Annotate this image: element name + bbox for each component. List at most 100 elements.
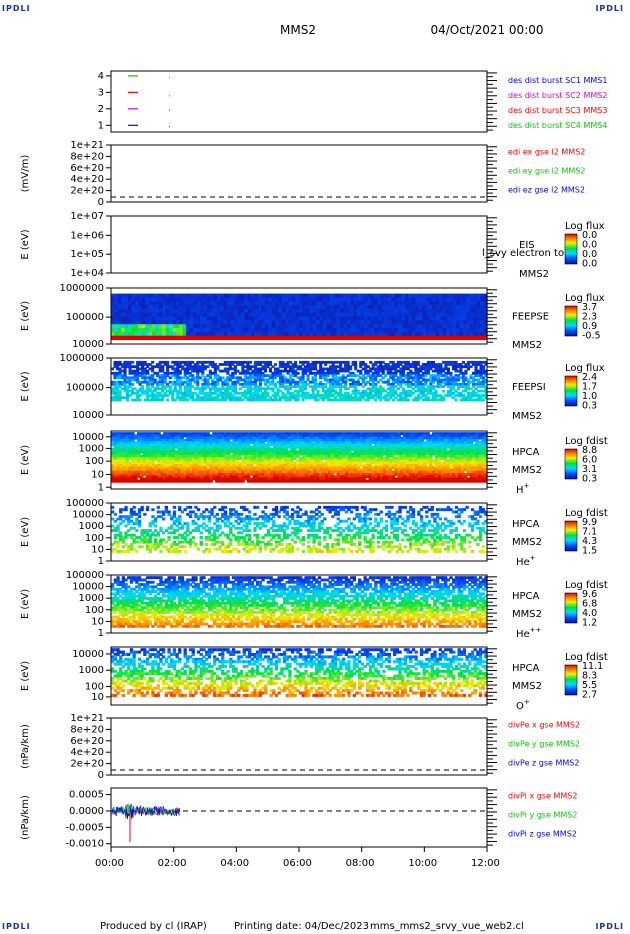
heatmap-cell — [394, 301, 399, 306]
heatmap-cell — [477, 369, 481, 373]
heatmap-cell — [295, 297, 300, 302]
heatmap-cell — [116, 376, 120, 380]
heatmap-cell — [421, 371, 425, 375]
heatmap-cell — [411, 387, 415, 391]
heatmap-cell — [166, 461, 170, 465]
heatmap-cell — [377, 312, 382, 318]
heatmap-cell — [111, 457, 115, 460]
heatmap-cell — [473, 331, 478, 337]
heatmap-cell — [357, 301, 362, 306]
heatmap-cell — [121, 297, 126, 302]
heatmap-cell — [449, 383, 453, 386]
heatmap-cell — [336, 394, 340, 397]
heatmap-cell — [370, 312, 375, 318]
heatmap-cell — [145, 448, 150, 451]
heatmap-cell — [441, 369, 445, 373]
heatmap-cell — [158, 391, 162, 395]
heatmap-cell — [334, 376, 338, 380]
heatmap-cell — [367, 301, 372, 306]
heatmap-cell — [324, 394, 328, 397]
heatmap-cell — [294, 365, 298, 369]
heatmap-cell — [139, 459, 144, 463]
heatmap-cell — [163, 436, 167, 440]
heatmap-cell — [168, 452, 173, 456]
heatmap-cell — [386, 387, 390, 391]
heatmap-cell — [295, 335, 300, 341]
heatmap-cell — [479, 360, 483, 364]
heatmap-cell — [336, 324, 341, 329]
heatmap-cell — [476, 320, 481, 325]
heatmap-cell — [141, 297, 146, 302]
heatmap-cell — [295, 316, 300, 321]
heatmap-cell — [354, 396, 358, 400]
heatmap-cell — [126, 391, 130, 395]
heatmap-cell — [191, 391, 195, 395]
heatmap-cell — [151, 369, 155, 373]
heatmap-cell — [314, 363, 318, 366]
heatmap-cell — [461, 398, 465, 402]
heatmap-cell — [442, 308, 447, 314]
heatmap-cell — [166, 389, 170, 393]
heatmap-cell — [121, 328, 126, 333]
heatmap-cell — [155, 308, 160, 314]
heatmap-cell — [248, 371, 252, 375]
heatmap-cell — [439, 369, 443, 373]
heatmap-cell — [336, 305, 341, 310]
heatmap-cell — [425, 308, 430, 314]
heatmap-cell — [113, 443, 118, 447]
heatmap-cell — [479, 376, 483, 380]
heatmap-cell — [134, 293, 139, 298]
heatmap-cell — [418, 305, 423, 310]
heatmap-cell — [349, 398, 353, 402]
heatmap-cell — [449, 374, 453, 377]
heatmap-cell — [271, 376, 275, 380]
heatmap-cell — [151, 365, 155, 369]
heatmap-cell — [111, 452, 115, 456]
heatmap-cell — [466, 394, 470, 397]
heatmap-cell — [344, 376, 348, 380]
heatmap-cell — [340, 293, 344, 298]
heatmap-cell — [366, 396, 370, 400]
heatmap-cell — [389, 374, 393, 377]
heatmap-cell — [183, 394, 187, 397]
heatmap-cell — [256, 367, 260, 371]
heatmap-cell — [206, 394, 210, 397]
heatmap-cell — [386, 380, 390, 384]
heatmap-cell — [292, 312, 297, 318]
heatmap-cell — [158, 328, 163, 333]
heatmap-cell — [428, 297, 433, 302]
heatmap-cell — [266, 387, 270, 391]
heatmap-cell — [145, 439, 150, 442]
heatmap-cell — [258, 376, 262, 380]
heatmap-cell — [363, 324, 368, 329]
heatmap-cell — [116, 380, 120, 384]
heatmap-cell — [299, 297, 303, 302]
heatmap-cell — [466, 308, 471, 314]
heatmap-cell — [258, 383, 262, 386]
heatmap-cell — [247, 312, 252, 318]
heatmap-cell — [356, 389, 360, 393]
heatmap-cell — [435, 331, 440, 337]
heatmap-cell — [306, 396, 310, 400]
heatmap-cell — [221, 363, 225, 366]
heatmap-cell — [116, 448, 121, 451]
heatmap-cell — [166, 468, 170, 472]
heatmap-cell — [387, 293, 392, 298]
heatmap-cell — [116, 463, 121, 467]
heatmap-cell — [163, 394, 167, 397]
y-tick-label: 3 — [98, 87, 104, 98]
heatmap-cell — [236, 391, 240, 395]
heatmap-cell — [119, 441, 124, 445]
heatmap-cell — [169, 297, 174, 302]
heatmap-cell — [133, 376, 137, 380]
heatmap-cell — [319, 360, 323, 364]
heatmap-cell — [206, 335, 211, 341]
heatmap-cell — [396, 363, 400, 366]
panel-frame — [110, 287, 488, 345]
heatmap-cell — [408, 331, 413, 337]
heatmap-cell — [336, 316, 341, 321]
heatmap-cell — [394, 378, 398, 382]
heatmap-cell — [113, 448, 118, 451]
heatmap-cell — [111, 461, 115, 465]
heatmap-cell — [301, 394, 305, 397]
